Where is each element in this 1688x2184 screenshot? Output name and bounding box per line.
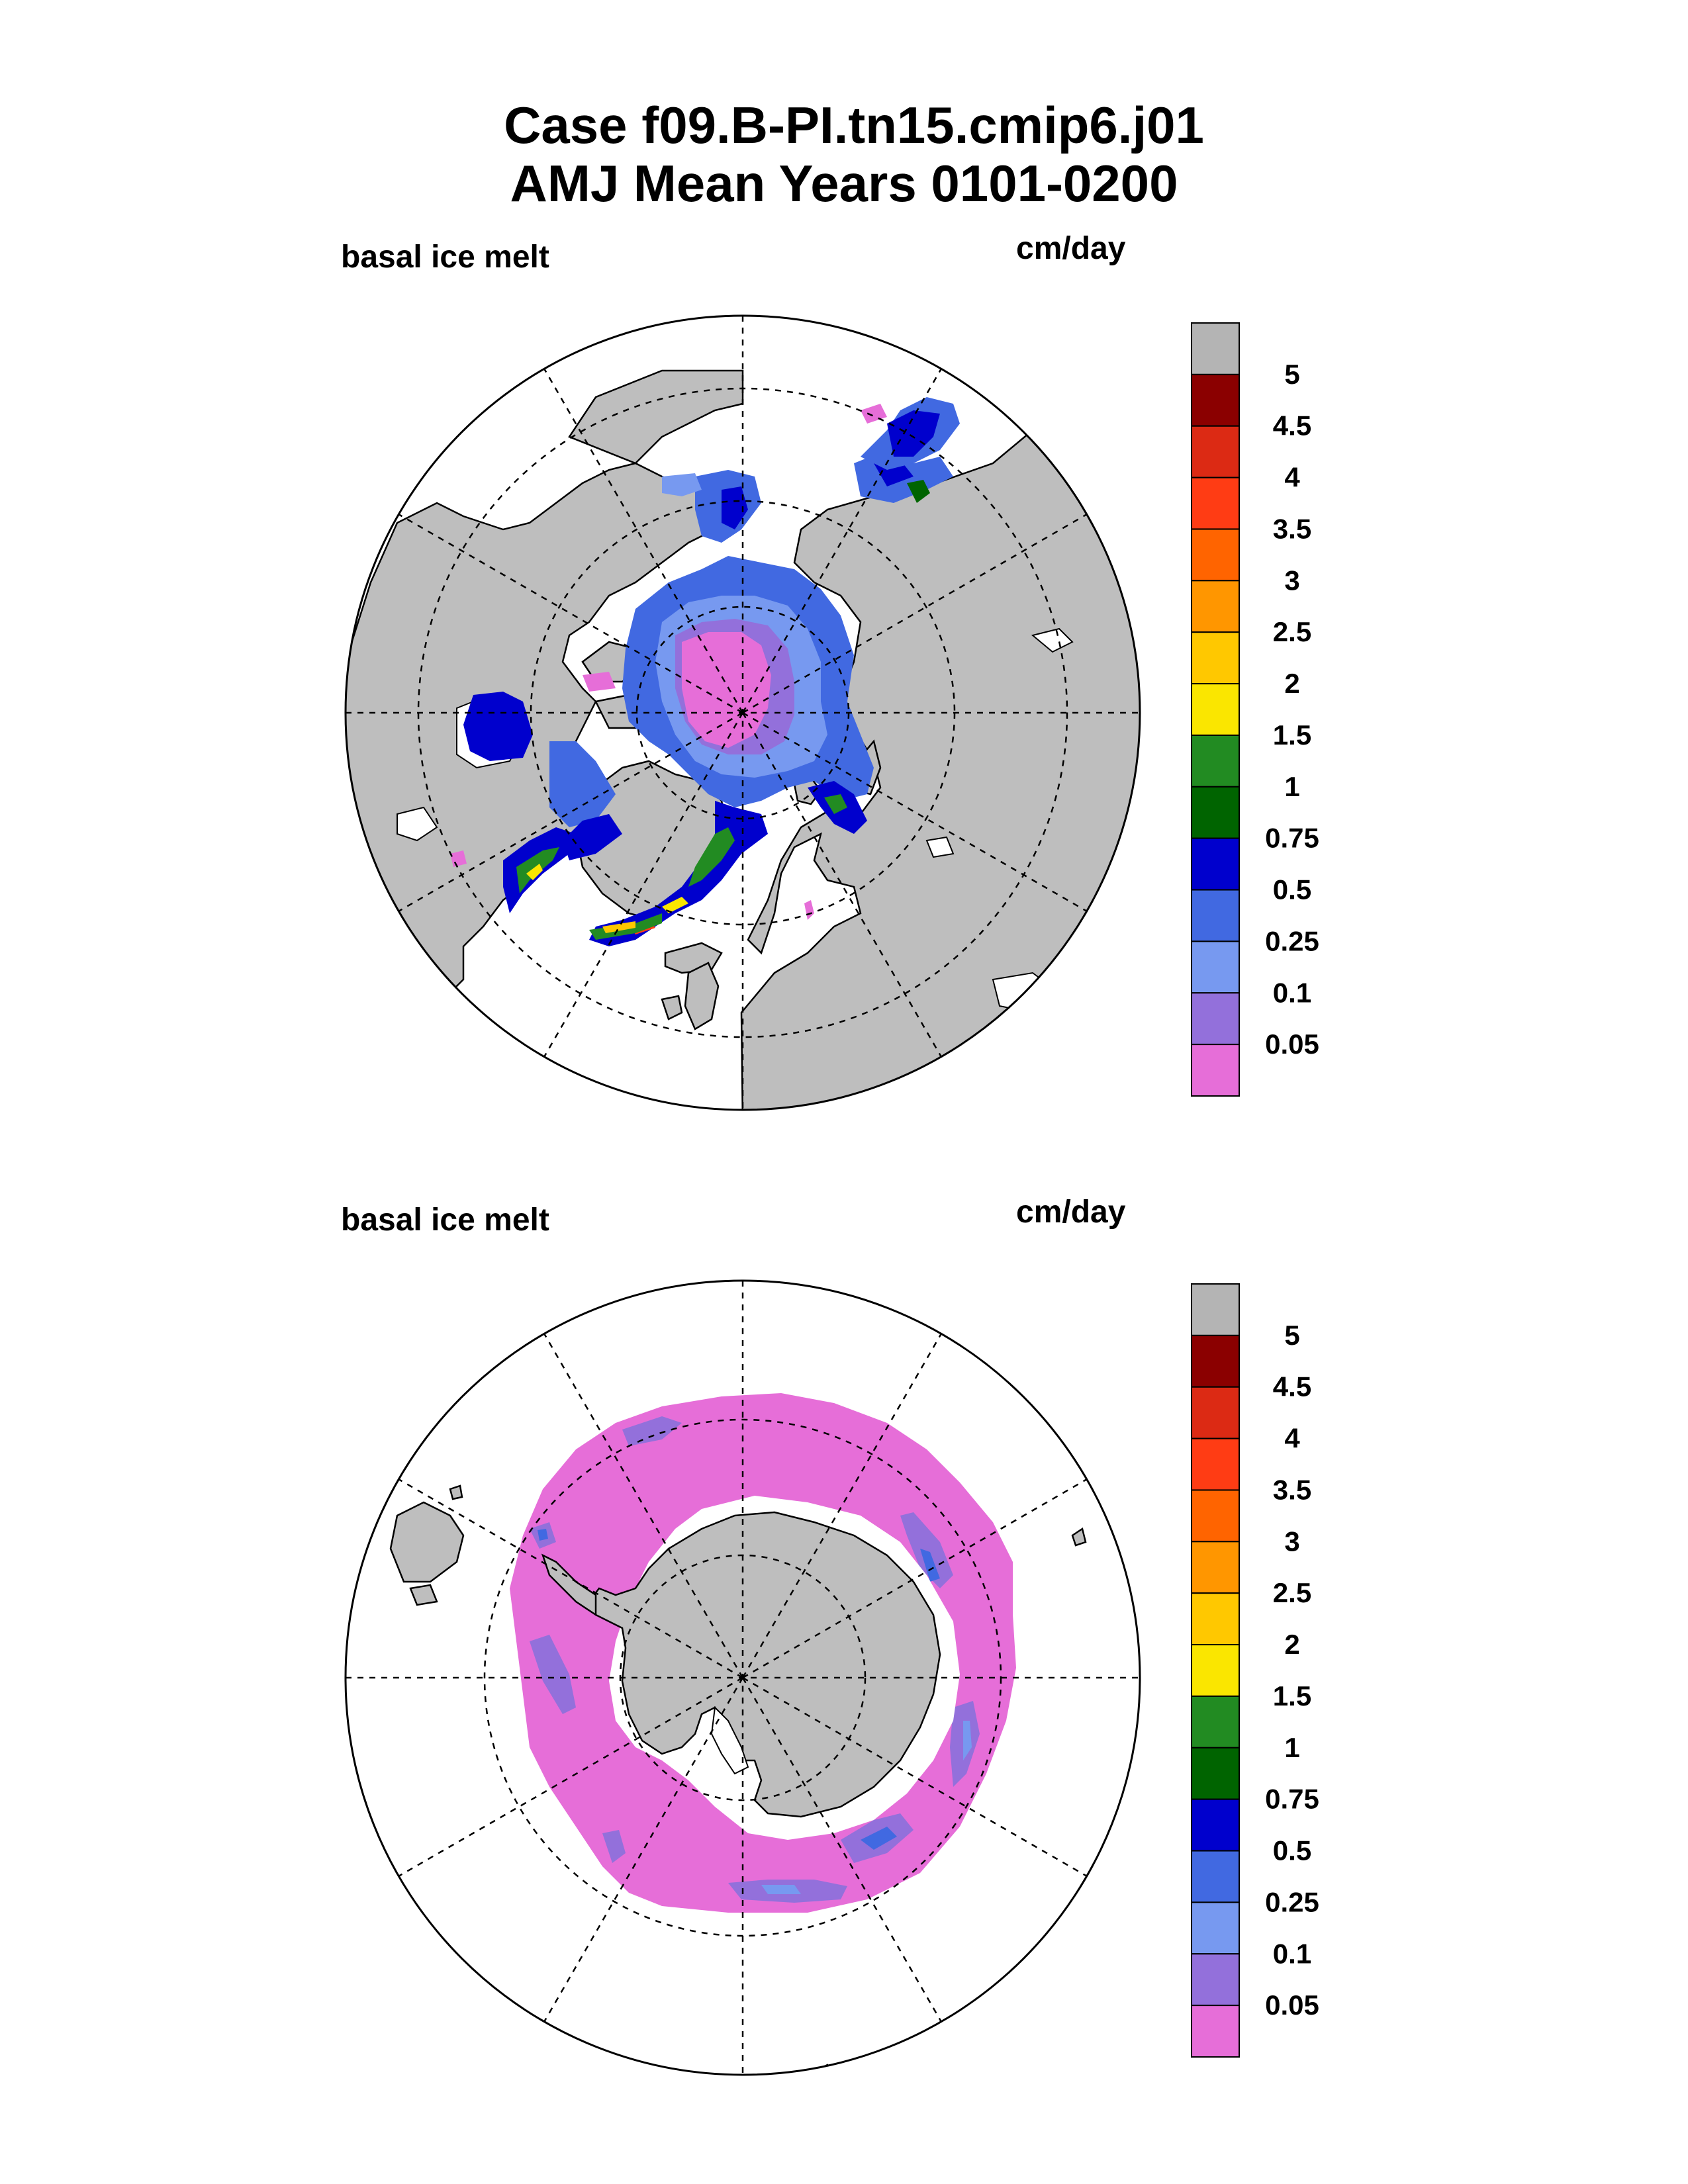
- colorbar-north-swatch: [1191, 889, 1240, 942]
- colorbar-south-swatch: [1191, 1747, 1240, 1800]
- colorbar-south-swatch: [1191, 1901, 1240, 1955]
- figure-title-case: Case f09.B-PI.tn15.cmip6.j01: [504, 96, 1204, 154]
- panel-north-label: basal ice melt: [341, 240, 549, 275]
- north-polar-map: [344, 314, 1141, 1111]
- panel-south-label: basal ice melt: [341, 1203, 549, 1238]
- colorbar-north-swatch: [1191, 477, 1240, 530]
- colorbar-north-tick-label: 1.5: [1273, 719, 1311, 751]
- colorbar-north: 5 4.5 4 3.5 3 2.5 2 1.5 1 0.75 0.5 0.25 0.1 0.05: [1191, 322, 1319, 1097]
- colorbar-south-tick-label: 0.05: [1265, 1989, 1319, 2021]
- colorbar-south-swatch: [1191, 1386, 1240, 1439]
- colorbar-north-tick-label: 3: [1284, 565, 1299, 596]
- colorbar-south-swatch: [1191, 1695, 1240, 1749]
- colorbar-south-swatch: [1191, 1644, 1240, 1697]
- colorbar-south-tick-label: 1: [1284, 1732, 1299, 1763]
- colorbar-north-swatch: [1191, 837, 1240, 891]
- colorbar-south-swatch: [1191, 1489, 1240, 1543]
- figure-title-period: AMJ Mean Years 0101-0200: [510, 154, 1178, 212]
- colorbar-south-swatch: [1191, 2005, 1240, 2058]
- colorbar-south-swatch: [1191, 1592, 1240, 1646]
- colorbar-north-tick-label: 0.5: [1273, 874, 1311, 905]
- colorbar-south-swatch: [1191, 1283, 1240, 1336]
- colorbar-north-tick-label: 4.5: [1273, 410, 1311, 441]
- colorbar-north-tick-label: 2.5: [1273, 616, 1311, 647]
- south-graticule: [346, 1281, 1140, 2075]
- colorbar-north-tick-label: 0.05: [1265, 1028, 1319, 1060]
- colorbar-south-tick-label: 3.5: [1273, 1474, 1311, 1505]
- colorbar-south-tick-label: 0.75: [1265, 1784, 1319, 1815]
- colorbar-north-swatch: [1191, 786, 1240, 839]
- colorbar-south-tick-label: 2.5: [1273, 1577, 1311, 1608]
- colorbar-north-swatch: [1191, 322, 1240, 375]
- colorbar-south-tick-label: 0.1: [1273, 1938, 1311, 1969]
- panel-south-units: cm/day: [1016, 1195, 1126, 1230]
- colorbar-south-swatch: [1191, 1953, 1240, 2007]
- colorbar-north-swatch: [1191, 631, 1240, 685]
- colorbar-north-tick-label: 4: [1284, 462, 1300, 493]
- colorbar-north-swatch: [1191, 528, 1240, 582]
- colorbar-south-tick-label: 4: [1284, 1423, 1300, 1454]
- colorbar-south-swatch: [1191, 1798, 1240, 1852]
- south-polar-map: [344, 1279, 1141, 2076]
- colorbar-north-tick-label: 3.5: [1273, 513, 1311, 544]
- colorbar-south-tick-label: 2: [1284, 1629, 1299, 1660]
- colorbar-north-tick-label: 1: [1284, 771, 1299, 802]
- colorbar-north-swatch: [1191, 373, 1240, 427]
- colorbar-north-swatch: [1191, 940, 1240, 994]
- colorbar-south-tick-label: 4.5: [1273, 1371, 1311, 1402]
- colorbar-south-swatch: [1191, 1541, 1240, 1594]
- colorbar-south-tick-label: 0.25: [1265, 1886, 1319, 1917]
- colorbar-south-swatch: [1191, 1437, 1240, 1491]
- colorbar-south-swatch: [1191, 1334, 1240, 1388]
- colorbar-north-tick-label: 5: [1284, 359, 1299, 390]
- colorbar-south-tick-label: 1.5: [1273, 1680, 1311, 1711]
- colorbar-north-swatch: [1191, 992, 1240, 1046]
- colorbar-south-tick-label: 3: [1284, 1525, 1299, 1557]
- colorbar-south-swatch: [1191, 1850, 1240, 1903]
- colorbar-south-tick-label: 5: [1284, 1320, 1299, 1351]
- colorbar-north-tick-label: 2: [1284, 668, 1299, 699]
- colorbar-north-tick-label: 0.25: [1265, 925, 1319, 956]
- colorbar-north-swatch: [1191, 1044, 1240, 1097]
- north-ice-melt: [450, 397, 960, 946]
- colorbar-south-tick-label: 0.5: [1273, 1835, 1311, 1866]
- colorbar-south: 5 4.5 4 3.5 3 2.5 2 1.5 1 0.75 0.5 0.25 0.1 0.05: [1191, 1283, 1319, 2058]
- north-graticule: [346, 316, 1140, 1110]
- colorbar-north-swatch: [1191, 425, 1240, 478]
- colorbar-north-swatch: [1191, 734, 1240, 788]
- colorbar-north-swatch: [1191, 683, 1240, 736]
- colorbar-north-swatch: [1191, 580, 1240, 633]
- panel-north-units: cm/day: [1016, 231, 1126, 266]
- colorbar-north-tick-label: 0.75: [1265, 823, 1319, 854]
- colorbar-north-tick-label: 0.1: [1273, 977, 1311, 1008]
